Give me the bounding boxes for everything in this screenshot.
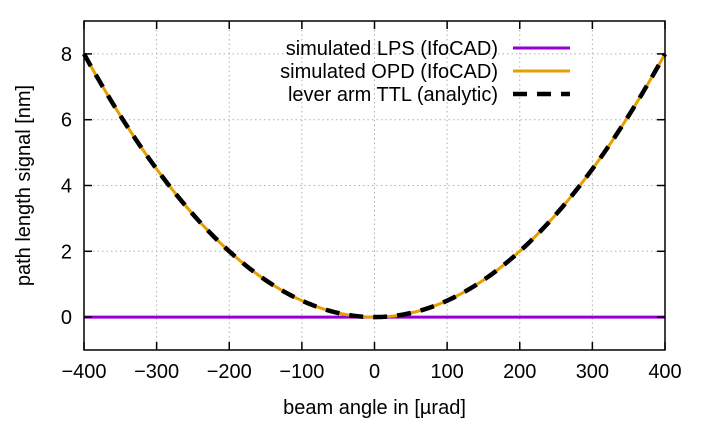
x-axis-label: beam angle in [µrad] [283,397,466,419]
x-tick-label: 0 [369,361,380,383]
x-tick-label: −100 [279,361,324,383]
x-tick-label: −400 [61,361,106,383]
x-tick-label: 400 [648,361,681,383]
legend: simulated LPS (IfoCAD)simulated OPD (Ifo… [280,38,570,106]
y-tick-label: 0 [61,307,72,329]
x-tick-label: 200 [503,361,536,383]
y-axis-label: path length signal [nm] [13,85,35,286]
axis-ticks: −400 −300 −200 −100 0 100 200 300 400 0 2 4 6 8 [61,21,682,383]
y-tick-label: 2 [61,241,72,263]
y-tick-label: 4 [61,176,72,198]
y-tick-label: 8 [61,44,72,66]
x-tick-label: −300 [134,361,179,383]
x-tick-label: 300 [576,361,609,383]
series-line-lever-arm-ttl-analytic [82,52,667,320]
y-tick-label: 6 [61,110,72,132]
series-lines [82,52,667,320]
x-tick-label: 100 [430,361,463,383]
grid [84,21,665,350]
legend-label: lever arm TTL (analytic) [288,84,498,106]
legend-label: simulated LPS (IfoCAD) [286,38,498,60]
x-tick-label: −200 [207,361,252,383]
legend-label: simulated OPD (IfoCAD) [280,61,498,83]
